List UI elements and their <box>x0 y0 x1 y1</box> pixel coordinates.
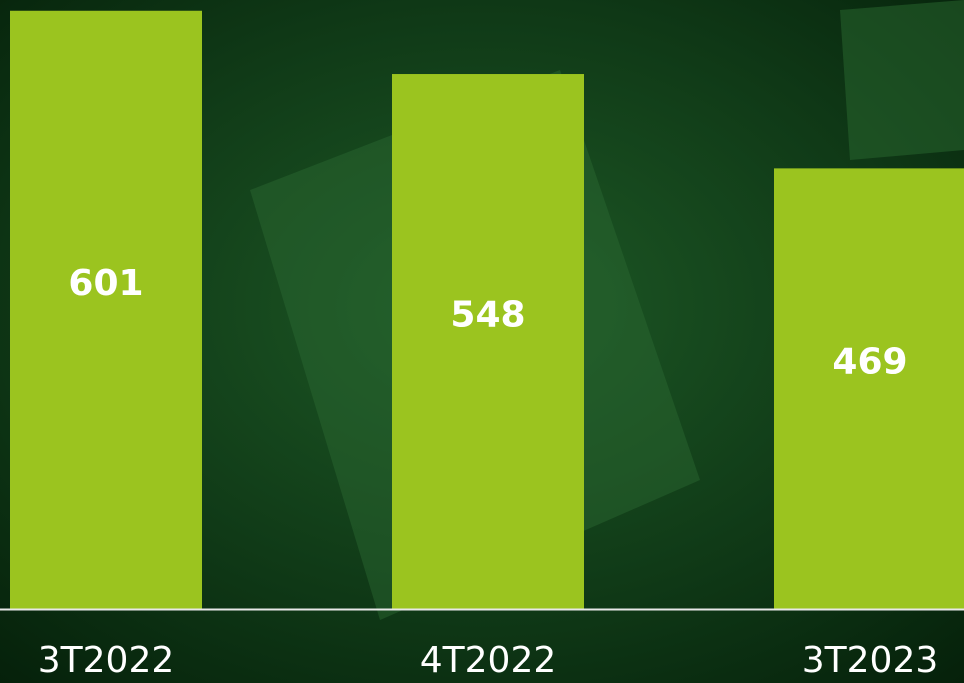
bar <box>10 10 202 609</box>
x-tick-label: 3T2022 <box>38 640 175 681</box>
data-label: 469 <box>832 342 907 383</box>
data-label: 548 <box>450 295 525 336</box>
background-paper <box>840 0 964 160</box>
x-tick-label: 4T2022 <box>420 640 557 681</box>
bar <box>392 74 584 610</box>
x-tick-label: 3T2023 <box>802 640 939 681</box>
bar <box>774 168 964 609</box>
data-label: 601 <box>68 263 143 304</box>
